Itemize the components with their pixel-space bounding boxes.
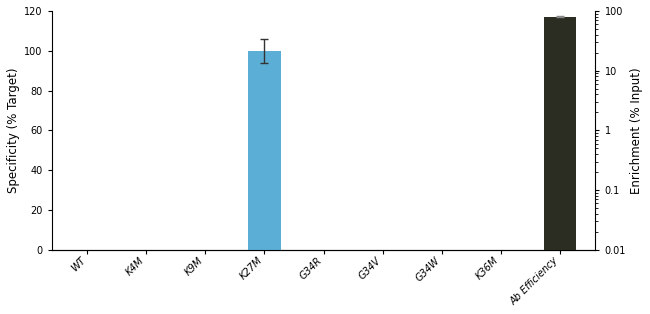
- Bar: [544, 17, 577, 314]
- Bar: [248, 51, 281, 250]
- Y-axis label: Enrichment (% Input): Enrichment (% Input): [630, 67, 643, 194]
- Y-axis label: Specificity (% Target): Specificity (% Target): [7, 68, 20, 193]
